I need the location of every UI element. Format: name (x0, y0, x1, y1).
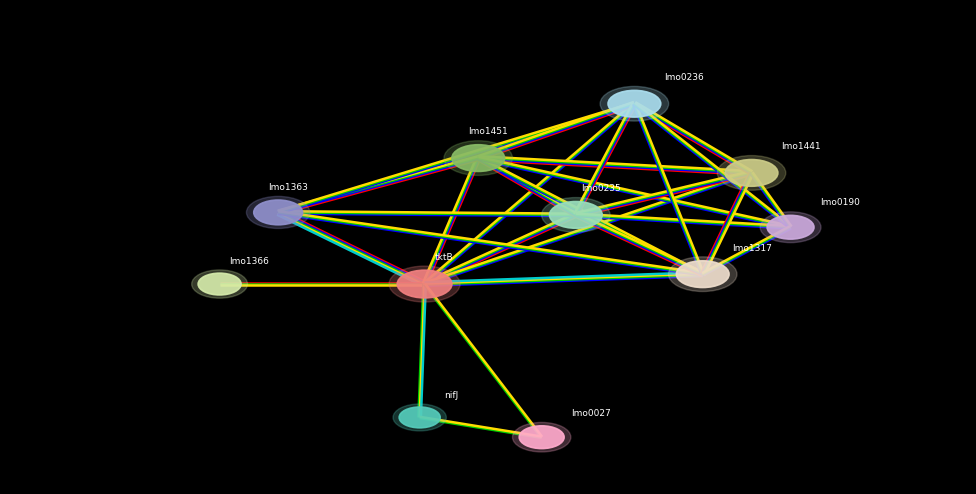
Circle shape (397, 270, 452, 298)
Circle shape (676, 261, 729, 288)
Circle shape (452, 145, 505, 171)
Circle shape (399, 407, 440, 428)
Text: lmo0236: lmo0236 (664, 73, 704, 82)
Circle shape (549, 202, 602, 228)
Circle shape (191, 270, 248, 298)
Circle shape (254, 200, 303, 225)
Circle shape (444, 141, 512, 175)
Text: lmo1451: lmo1451 (468, 127, 508, 136)
Text: lmo1317: lmo1317 (732, 244, 772, 253)
Text: lmo1441: lmo1441 (781, 142, 821, 151)
Circle shape (669, 257, 737, 291)
Text: lmo0190: lmo0190 (820, 198, 860, 207)
Circle shape (512, 422, 571, 452)
Text: nifJ: nifJ (444, 391, 459, 400)
Circle shape (542, 198, 610, 232)
Text: lmo1366: lmo1366 (229, 257, 269, 266)
Circle shape (600, 86, 669, 121)
Circle shape (717, 156, 786, 190)
Circle shape (725, 160, 778, 186)
Circle shape (393, 404, 446, 431)
Circle shape (246, 197, 310, 229)
Circle shape (767, 215, 814, 239)
Circle shape (519, 426, 564, 449)
Text: lmo0235: lmo0235 (581, 184, 621, 193)
Circle shape (198, 273, 241, 295)
Circle shape (389, 266, 460, 302)
Text: tktB: tktB (434, 252, 453, 262)
Text: lmo1363: lmo1363 (268, 183, 308, 192)
Text: lmo0027: lmo0027 (571, 410, 611, 418)
Circle shape (608, 90, 661, 117)
Circle shape (760, 212, 821, 243)
